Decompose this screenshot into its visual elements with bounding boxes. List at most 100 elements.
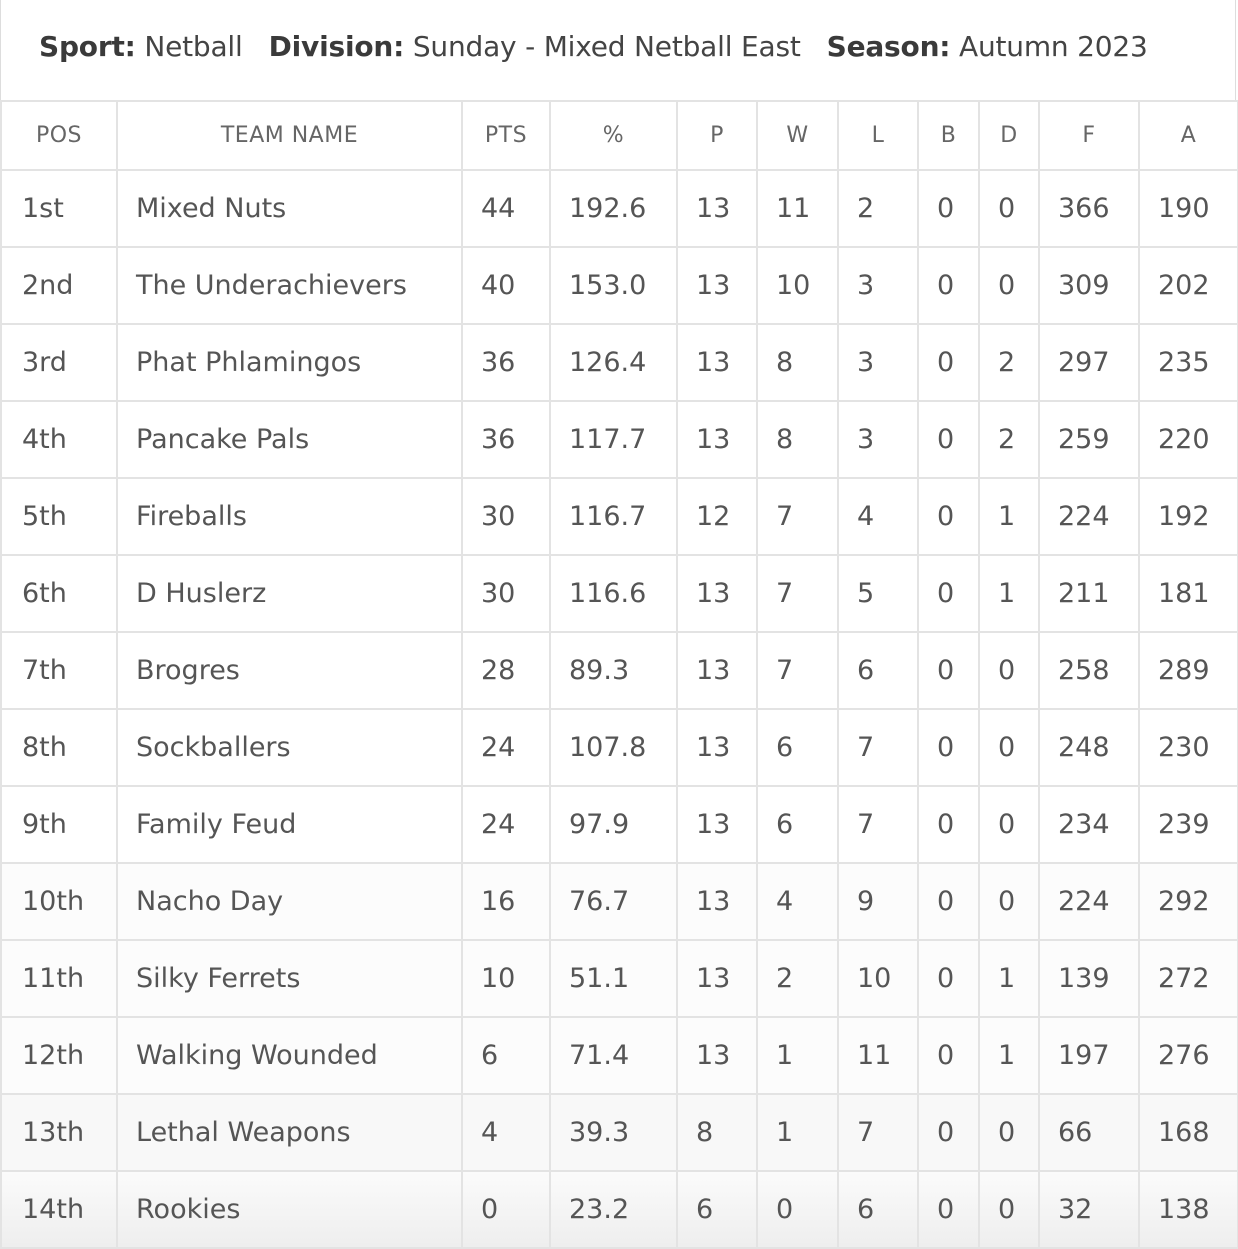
table-row: 4th Pancake Pals 36 117.7 13 8 3 0 2 259 220 <box>0 400 1238 479</box>
played-cell: 6 <box>676 1170 758 1249</box>
played-cell: 13 <box>676 400 758 479</box>
byes-cell: 0 <box>917 939 980 1018</box>
played-cell: 13 <box>676 631 758 710</box>
table-row: 9th Family Feud 24 97.9 13 6 7 0 0 234 239 <box>0 785 1238 864</box>
column-header-lost: L <box>837 100 919 171</box>
percent-cell: 153.0 <box>549 246 678 325</box>
against-cell: 230 <box>1138 708 1238 787</box>
won-cell: 1 <box>756 1016 839 1095</box>
table-row: 10th Nacho Day 16 76.7 13 4 9 0 0 224 292 <box>0 862 1238 941</box>
for-cell: 66 <box>1038 1093 1140 1172</box>
column-header-percent: % <box>549 100 678 171</box>
against-cell: 272 <box>1138 939 1238 1018</box>
lost-cell: 4 <box>837 477 919 556</box>
against-cell: 181 <box>1138 554 1238 633</box>
won-cell: 11 <box>756 169 839 248</box>
column-header-played: P <box>676 100 758 171</box>
drawn-cell: 0 <box>978 631 1040 710</box>
table-row: 7th Brogres 28 89.3 13 7 6 0 0 258 289 <box>0 631 1238 710</box>
drawn-cell: 1 <box>978 554 1040 633</box>
byes-cell: 0 <box>917 862 980 941</box>
sport-info: Sport: Netball <box>39 30 243 63</box>
table-header: POS TEAM NAME PTS % P W L B D F A <box>0 100 1238 171</box>
column-header-drawn: D <box>978 100 1040 171</box>
played-cell: 13 <box>676 323 758 402</box>
pts-cell: 0 <box>461 1170 551 1249</box>
against-cell: 138 <box>1138 1170 1238 1249</box>
pts-cell: 30 <box>461 554 551 633</box>
team-name-cell: Fireballs <box>116 477 463 556</box>
sport-value: Netball <box>144 30 243 63</box>
for-cell: 224 <box>1038 862 1140 941</box>
byes-cell: 0 <box>917 631 980 710</box>
pts-cell: 24 <box>461 785 551 864</box>
byes-cell: 0 <box>917 400 980 479</box>
for-cell: 366 <box>1038 169 1140 248</box>
against-cell: 276 <box>1138 1016 1238 1095</box>
sport-label: Sport: <box>39 30 136 63</box>
team-name-cell: The Underachievers <box>116 246 463 325</box>
lost-cell: 2 <box>837 169 919 248</box>
percent-cell: 71.4 <box>549 1016 678 1095</box>
drawn-cell: 0 <box>978 169 1040 248</box>
table-row: 8th Sockballers 24 107.8 13 6 7 0 0 248 230 <box>0 708 1238 787</box>
pos-cell: 6th <box>0 554 118 633</box>
division-info: Division: Sunday - Mixed Netball East <box>269 30 801 63</box>
lost-cell: 9 <box>837 862 919 941</box>
for-cell: 32 <box>1038 1170 1140 1249</box>
column-header-for: F <box>1038 100 1140 171</box>
lost-cell: 5 <box>837 554 919 633</box>
won-cell: 7 <box>756 554 839 633</box>
table-row: 5th Fireballs 30 116.7 12 7 4 0 1 224 192 <box>0 477 1238 556</box>
for-cell: 211 <box>1038 554 1140 633</box>
byes-cell: 0 <box>917 554 980 633</box>
pts-cell: 10 <box>461 939 551 1018</box>
won-cell: 6 <box>756 708 839 787</box>
percent-cell: 97.9 <box>549 785 678 864</box>
drawn-cell: 1 <box>978 477 1040 556</box>
won-cell: 2 <box>756 939 839 1018</box>
percent-cell: 117.7 <box>549 400 678 479</box>
lost-cell: 11 <box>837 1016 919 1095</box>
for-cell: 259 <box>1038 400 1140 479</box>
won-cell: 4 <box>756 862 839 941</box>
column-header-won: W <box>756 100 839 171</box>
pos-cell: 8th <box>0 708 118 787</box>
percent-cell: 116.6 <box>549 554 678 633</box>
pos-cell: 12th <box>0 1016 118 1095</box>
drawn-cell: 1 <box>978 939 1040 1018</box>
drawn-cell: 0 <box>978 785 1040 864</box>
won-cell: 10 <box>756 246 839 325</box>
season-info: Season: Autumn 2023 <box>827 30 1148 63</box>
percent-cell: 116.7 <box>549 477 678 556</box>
pts-cell: 36 <box>461 323 551 402</box>
header-row: POS TEAM NAME PTS % P W L B D F A <box>0 100 1238 171</box>
season-label: Season: <box>826 30 951 63</box>
pos-cell: 1st <box>0 169 118 248</box>
pts-cell: 36 <box>461 400 551 479</box>
lost-cell: 7 <box>837 708 919 787</box>
pts-cell: 30 <box>461 477 551 556</box>
byes-cell: 0 <box>917 1016 980 1095</box>
team-name-cell: Family Feud <box>116 785 463 864</box>
played-cell: 12 <box>676 477 758 556</box>
byes-cell: 0 <box>917 1170 980 1249</box>
team-name-cell: Lethal Weapons <box>116 1093 463 1172</box>
pos-cell: 4th <box>0 400 118 479</box>
table-row: 13th Lethal Weapons 4 39.3 8 1 7 0 0 66 168 <box>0 1093 1238 1172</box>
pos-cell: 7th <box>0 631 118 710</box>
won-cell: 7 <box>756 631 839 710</box>
pts-cell: 28 <box>461 631 551 710</box>
played-cell: 8 <box>676 1093 758 1172</box>
won-cell: 8 <box>756 323 839 402</box>
against-cell: 190 <box>1138 169 1238 248</box>
pos-cell: 5th <box>0 477 118 556</box>
team-name-cell: Silky Ferrets <box>116 939 463 1018</box>
drawn-cell: 2 <box>978 323 1040 402</box>
pos-cell: 11th <box>0 939 118 1018</box>
for-cell: 224 <box>1038 477 1140 556</box>
percent-cell: 23.2 <box>549 1170 678 1249</box>
team-name-cell: Nacho Day <box>116 862 463 941</box>
table-row: 3rd Phat Phlamingos 36 126.4 13 8 3 0 2 297 235 <box>0 323 1238 402</box>
team-name-cell: Phat Phlamingos <box>116 323 463 402</box>
